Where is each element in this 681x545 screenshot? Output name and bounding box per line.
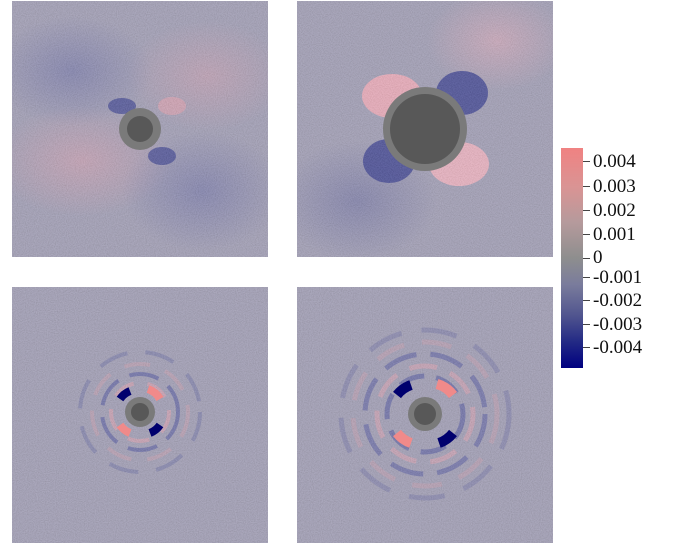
colorbar-tick-label: -0.001: [593, 267, 643, 288]
field-panel-top-right: [297, 1, 553, 257]
blue-lobe: [437, 429, 457, 448]
colorbar-tick: [583, 324, 590, 325]
colorbar-tick: [583, 210, 590, 211]
pink-lobe: [146, 385, 164, 402]
field-plot-top-right: [297, 1, 553, 257]
field-plot-bottom-left: [12, 287, 268, 543]
blue-lobe: [393, 380, 413, 399]
obstacle-disk: [131, 403, 149, 421]
field-panel-top-left: [12, 1, 268, 257]
colorbar-tick-label: 0.004: [593, 151, 636, 172]
obstacle-disk: [127, 116, 153, 142]
colorbar-tick: [583, 161, 590, 162]
colorbar-tick-label: 0.001: [593, 224, 636, 245]
pink-lobe: [393, 429, 413, 448]
field-plot-top-left: [12, 1, 268, 257]
colorbar-tick-label: -0.004: [593, 337, 643, 358]
pink-lobe: [116, 422, 132, 437]
colorbar-tick: [583, 258, 590, 259]
field-panel-bottom-left: [12, 287, 268, 543]
colorbar-tick: [583, 277, 590, 278]
field-plot-bottom-right: [297, 287, 553, 543]
colorbar-tick-label: 0.003: [593, 176, 636, 197]
colorbar-tick-label: -0.003: [593, 314, 643, 335]
colorbar: [561, 148, 583, 368]
colorbar-tick: [583, 300, 590, 301]
colorbar-tick-label: 0.002: [593, 200, 636, 221]
colorbar-tick: [583, 347, 590, 348]
colorbar-tick: [583, 186, 590, 187]
blue-lobe: [116, 387, 132, 402]
obstacle-disk: [390, 94, 460, 164]
field-panel-bottom-right: [297, 287, 553, 543]
colorbar-tick-label: 0: [593, 247, 603, 268]
colorbar-tick-label: -0.002: [593, 290, 643, 311]
pink-lobe: [435, 379, 458, 399]
colorbar-tick: [583, 234, 590, 235]
blue-lobe: [148, 422, 164, 437]
obstacle-disk: [414, 403, 436, 425]
